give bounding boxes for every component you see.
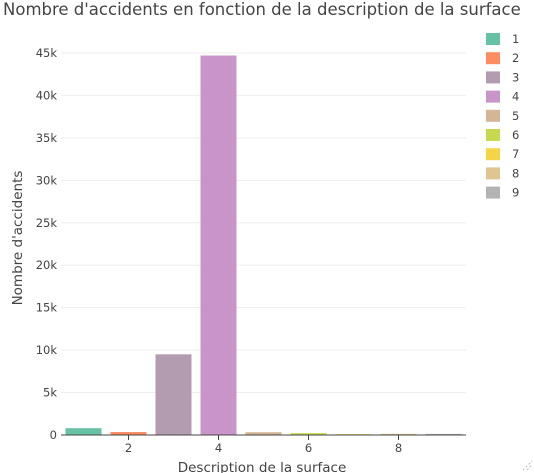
legend-label-4[interactable]: 4 bbox=[512, 90, 519, 104]
legend-label-1[interactable]: 1 bbox=[512, 32, 519, 46]
y-tick-label: 45k bbox=[36, 46, 58, 60]
y-tick-label: 0 bbox=[50, 428, 57, 442]
x-tick-label: 6 bbox=[305, 441, 312, 455]
bar-4[interactable] bbox=[200, 55, 237, 435]
bar-6[interactable] bbox=[290, 433, 327, 435]
bar-8[interactable] bbox=[380, 433, 417, 435]
legend-label-8[interactable]: 8 bbox=[512, 166, 519, 180]
bar-9[interactable] bbox=[425, 433, 462, 435]
x-tick-label: 2 bbox=[125, 441, 132, 455]
bars bbox=[65, 55, 462, 435]
bar-1[interactable] bbox=[65, 428, 102, 435]
legend-swatch-8[interactable] bbox=[486, 167, 500, 180]
legend-swatch-7[interactable] bbox=[486, 148, 500, 161]
y-tick-label: 40k bbox=[36, 88, 58, 102]
legend-label-6[interactable]: 6 bbox=[512, 128, 519, 142]
legend-swatch-5[interactable] bbox=[486, 109, 500, 122]
bar-2[interactable] bbox=[110, 432, 147, 435]
resize-handle-icon[interactable] bbox=[522, 460, 533, 471]
y-tick-label: 25k bbox=[36, 216, 58, 230]
y-tick-label: 35k bbox=[36, 131, 58, 145]
y-tick-label: 5k bbox=[43, 386, 57, 400]
chart-title: Nombre d'accidents en fonction de la des… bbox=[3, 0, 521, 19]
y-tick-label: 20k bbox=[36, 258, 58, 272]
bar-3[interactable] bbox=[155, 354, 192, 435]
x-axis-title: Description de la surface bbox=[178, 460, 347, 473]
bar-5[interactable] bbox=[245, 432, 282, 435]
legend-label-5[interactable]: 5 bbox=[512, 109, 519, 123]
y-tick-label: 10k bbox=[36, 343, 58, 357]
grid bbox=[61, 52, 466, 394]
legend-swatch-2[interactable] bbox=[486, 52, 500, 65]
y-tick-label: 15k bbox=[36, 301, 58, 315]
legend-label-7[interactable]: 7 bbox=[512, 147, 519, 161]
x-tick-label: 4 bbox=[215, 441, 222, 455]
legend-label-2[interactable]: 2 bbox=[512, 51, 519, 65]
legend-swatch-6[interactable] bbox=[486, 129, 500, 141]
legend-swatch-3[interactable] bbox=[486, 71, 500, 84]
legend-swatch-1[interactable] bbox=[486, 33, 500, 45]
x-tick-label: 8 bbox=[395, 441, 402, 455]
legend-swatch-4[interactable] bbox=[486, 90, 500, 103]
legend-label-9[interactable]: 9 bbox=[512, 186, 519, 200]
y-tick-label: 30k bbox=[36, 173, 58, 187]
axes: 0 5k 10k 15k 20k 25k 30k 35k 40k 45k 2 4 6 8 bbox=[36, 46, 466, 455]
legend-swatch-9[interactable] bbox=[486, 186, 500, 199]
legend-label-3[interactable]: 3 bbox=[512, 70, 519, 84]
y-axis-title: Nombre d'accidents bbox=[10, 171, 26, 306]
legend: 1 2 3 4 5 6 7 8 9 bbox=[486, 32, 519, 200]
